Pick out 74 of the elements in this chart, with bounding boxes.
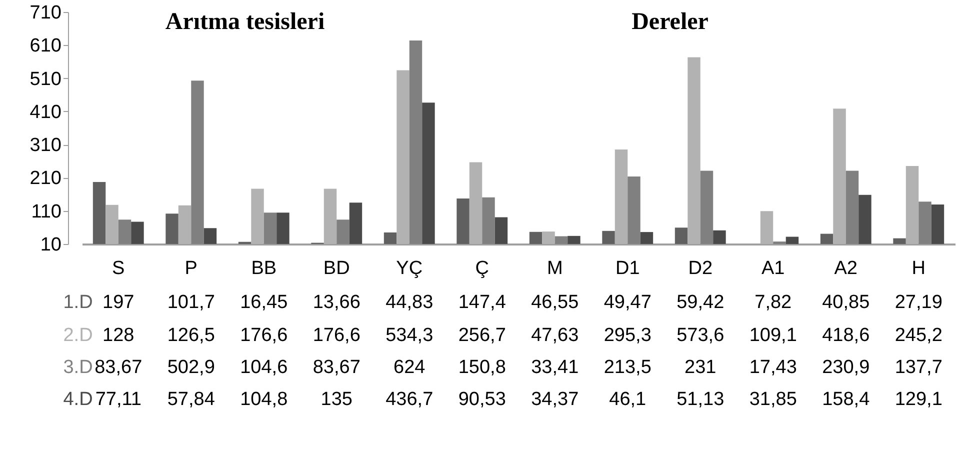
data-label: 573,6	[676, 325, 724, 346]
x-tick-label: D1	[615, 258, 640, 279]
x-tick-label: BB	[251, 258, 277, 279]
y-tick-label: 510	[30, 68, 62, 90]
text: 2.D	[63, 325, 93, 346]
data-label: 77,11	[95, 389, 142, 410]
text: 3.D	[63, 357, 93, 378]
x-tick-label: A2	[834, 258, 858, 279]
data-label: 534,3	[386, 325, 434, 346]
data-label: 31,85	[749, 389, 797, 410]
annotation: Dereler	[632, 9, 709, 35]
data-label: 213,5	[604, 357, 652, 378]
annotation: Arıtma tesisleri	[165, 9, 325, 35]
x-tick-label: M	[546, 258, 563, 279]
data-label: 27,19	[894, 292, 942, 313]
data-label: 49,47	[604, 292, 652, 313]
data-label: 137,7	[894, 357, 942, 378]
x-tick-label: BD	[323, 258, 350, 279]
data-label: 231	[684, 357, 716, 378]
data-label: 135	[320, 389, 352, 410]
y-tick-label: 210	[30, 168, 62, 190]
data-label: 51,13	[676, 389, 724, 410]
y-tick-label: 10	[40, 234, 62, 256]
y-tick-label: 110	[31, 201, 62, 222]
y-tick-label: 410	[30, 102, 62, 123]
data-label: 128	[102, 325, 134, 346]
data-label: 46,55	[531, 292, 579, 313]
x-tick-label: D2	[688, 258, 713, 279]
data-label: 17,43	[749, 357, 797, 378]
y-tick-label: 310	[30, 135, 62, 156]
data-label: 176,6	[312, 325, 360, 346]
data-label: 83,67	[94, 357, 142, 378]
data-label: 13,66	[312, 292, 360, 313]
data-label: 104,6	[240, 357, 288, 378]
data-label: 90,53	[458, 389, 506, 410]
x-tick-label: P	[184, 258, 198, 279]
data-label: 101,7	[167, 292, 215, 313]
data-label: 147,4	[458, 292, 506, 313]
data-label: 104,8	[240, 389, 288, 410]
text: 7,82	[754, 292, 792, 313]
data-label: 129,1	[894, 389, 942, 410]
data-label: 47,63	[531, 325, 579, 346]
data-label: 624	[394, 357, 426, 378]
text: 1.D	[63, 292, 93, 313]
data-label: 295,3	[604, 325, 652, 346]
data-label: 436,7	[386, 389, 434, 410]
data-label: 256,7	[458, 325, 506, 346]
data-label: 502,9	[167, 357, 215, 378]
data-label: 33,41	[531, 357, 579, 378]
data-label: 59,42	[676, 292, 724, 313]
text: 4.D	[63, 389, 93, 410]
x-tick-label: A1	[762, 258, 785, 279]
data-label: 126,5	[167, 325, 215, 346]
y-tick-label: 610	[30, 36, 62, 57]
data-label: 158,4	[822, 389, 870, 410]
data-label: 176,6	[240, 325, 288, 346]
y-tick-label: 710	[30, 2, 62, 24]
data-label: 57,84	[167, 389, 216, 410]
data-label: 34,37	[531, 389, 579, 410]
data-label: 44,83	[386, 292, 434, 313]
data-label: 40,85	[822, 292, 870, 313]
x-tick-label: S	[112, 258, 125, 279]
x-tick-label: Ç	[475, 258, 489, 279]
data-label: 83,67	[312, 357, 360, 378]
data-label: 197	[102, 292, 134, 313]
data-label: 46,1	[609, 389, 646, 410]
data-label: 245,2	[894, 325, 942, 346]
x-tick-label: H	[912, 258, 926, 279]
data-label: 418,6	[822, 325, 870, 346]
data-label: 230,9	[822, 357, 870, 378]
data-label: 109,1	[749, 325, 797, 346]
data-label: 150,8	[458, 357, 506, 378]
x-tick-label: YÇ	[396, 258, 423, 279]
data-label: 16,45	[240, 292, 288, 313]
